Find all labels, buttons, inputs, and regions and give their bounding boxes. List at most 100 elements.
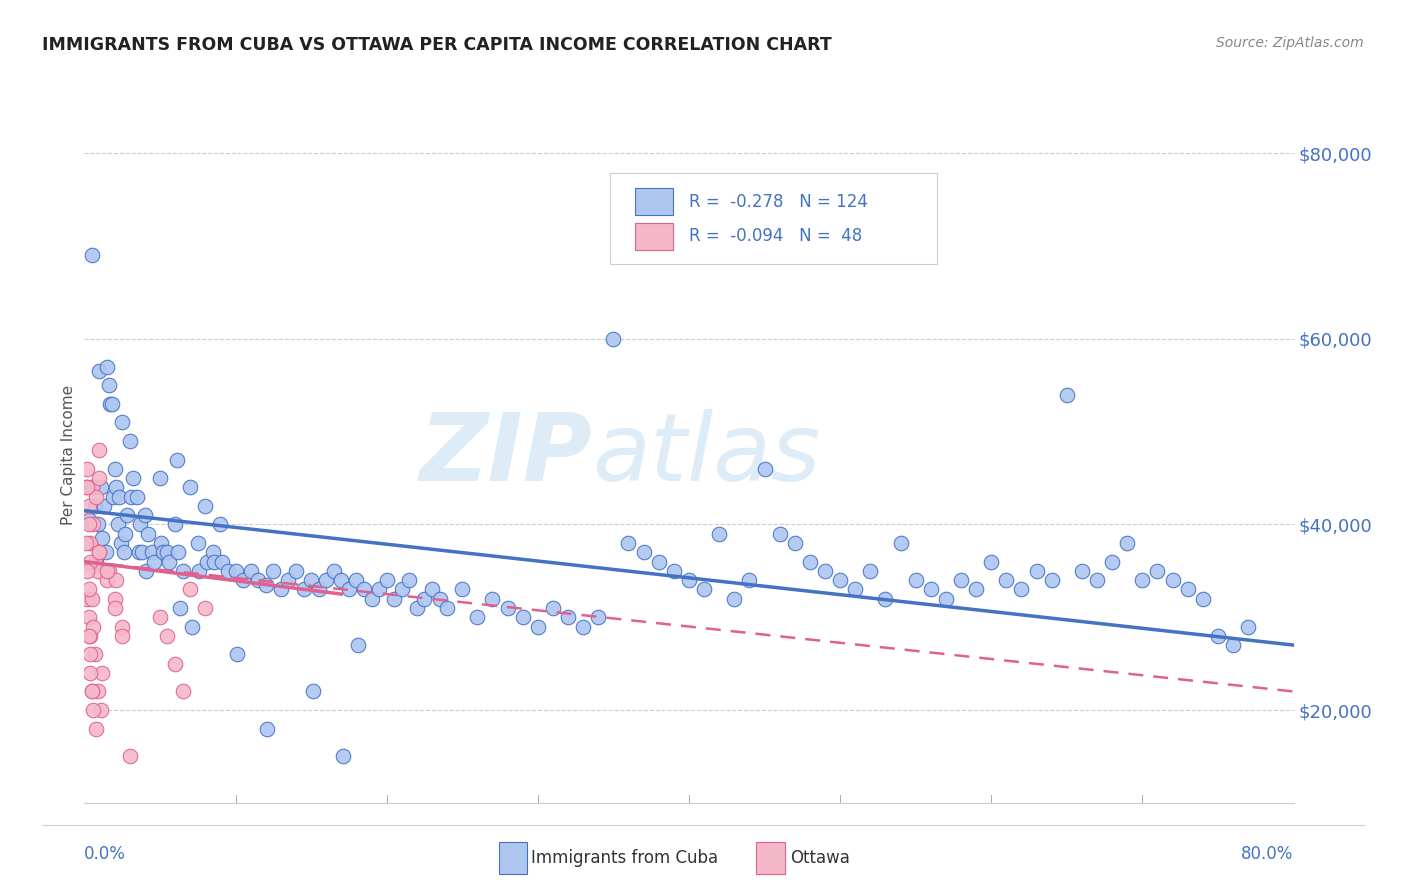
Point bbox=[82, 703, 104, 717]
Point bbox=[1116, 536, 1139, 550]
Point bbox=[239, 564, 262, 578]
Point bbox=[121, 471, 143, 485]
Point bbox=[1056, 387, 1078, 401]
Point bbox=[86, 490, 108, 504]
Point bbox=[398, 573, 420, 587]
Point bbox=[172, 564, 194, 578]
Point bbox=[101, 490, 124, 504]
Point bbox=[950, 573, 973, 587]
Point bbox=[79, 665, 101, 680]
Point bbox=[406, 601, 429, 615]
Point bbox=[322, 564, 344, 578]
Point bbox=[77, 513, 100, 527]
Point bbox=[142, 555, 165, 569]
Point bbox=[602, 332, 624, 346]
Point bbox=[156, 629, 179, 643]
Point bbox=[79, 629, 101, 643]
Point bbox=[920, 582, 942, 597]
Point bbox=[129, 517, 152, 532]
Point bbox=[179, 582, 201, 597]
Point bbox=[77, 517, 100, 532]
Point bbox=[451, 582, 474, 597]
Point bbox=[80, 684, 103, 698]
Point bbox=[108, 490, 131, 504]
Point bbox=[662, 564, 685, 578]
Point bbox=[87, 684, 110, 698]
Point bbox=[77, 610, 100, 624]
Point bbox=[80, 591, 103, 606]
Point bbox=[134, 508, 156, 523]
Point bbox=[814, 564, 837, 578]
Point bbox=[87, 517, 110, 532]
Point bbox=[115, 508, 138, 523]
Point bbox=[194, 601, 217, 615]
Point bbox=[1206, 629, 1229, 643]
Point bbox=[180, 619, 202, 633]
Point bbox=[299, 573, 322, 587]
Point bbox=[270, 582, 292, 597]
Point bbox=[172, 684, 194, 698]
Point bbox=[225, 564, 247, 578]
Point bbox=[79, 536, 101, 550]
Point bbox=[79, 648, 101, 662]
Point bbox=[82, 480, 104, 494]
Point bbox=[110, 536, 132, 550]
Point bbox=[188, 564, 211, 578]
Point bbox=[633, 545, 655, 559]
Point bbox=[91, 532, 114, 546]
Point bbox=[98, 397, 121, 411]
Point bbox=[111, 619, 134, 633]
Point bbox=[141, 545, 163, 559]
Point bbox=[77, 582, 100, 597]
Point bbox=[247, 573, 270, 587]
Point bbox=[135, 564, 157, 578]
Point bbox=[308, 582, 330, 597]
Point bbox=[420, 582, 443, 597]
Point bbox=[127, 490, 149, 504]
Point bbox=[1161, 573, 1184, 587]
Point bbox=[201, 545, 224, 559]
Point bbox=[104, 462, 127, 476]
Point bbox=[149, 610, 172, 624]
Point bbox=[1222, 638, 1244, 652]
Point bbox=[935, 591, 957, 606]
Point bbox=[82, 619, 104, 633]
Point bbox=[754, 462, 776, 476]
Point bbox=[1146, 564, 1168, 578]
Point bbox=[557, 610, 579, 624]
Point bbox=[875, 591, 897, 606]
Text: 80.0%: 80.0% bbox=[1241, 845, 1294, 863]
Point bbox=[187, 536, 209, 550]
Point bbox=[96, 573, 118, 587]
Point bbox=[80, 684, 103, 698]
Text: ZIP: ZIP bbox=[419, 409, 592, 501]
Point bbox=[1085, 573, 1108, 587]
Point bbox=[256, 722, 278, 736]
Point bbox=[105, 480, 128, 494]
Point bbox=[277, 573, 299, 587]
Point bbox=[965, 582, 987, 597]
Point bbox=[413, 591, 436, 606]
Point bbox=[76, 462, 98, 476]
Point bbox=[136, 526, 159, 541]
Point bbox=[84, 499, 107, 513]
Bar bbox=[634, 188, 673, 215]
Point bbox=[332, 749, 354, 764]
Point bbox=[346, 573, 368, 587]
Point bbox=[347, 638, 370, 652]
Point bbox=[783, 536, 806, 550]
Point bbox=[84, 648, 107, 662]
Point bbox=[111, 416, 134, 430]
Point bbox=[97, 564, 120, 578]
Point bbox=[96, 359, 118, 374]
Point bbox=[1025, 564, 1047, 578]
Point bbox=[194, 499, 217, 513]
Point bbox=[76, 564, 98, 578]
Point bbox=[75, 536, 97, 550]
Point bbox=[353, 582, 375, 597]
Point bbox=[156, 545, 179, 559]
Point bbox=[94, 545, 117, 559]
Point bbox=[375, 573, 398, 587]
Point bbox=[678, 573, 700, 587]
Point bbox=[467, 610, 489, 624]
